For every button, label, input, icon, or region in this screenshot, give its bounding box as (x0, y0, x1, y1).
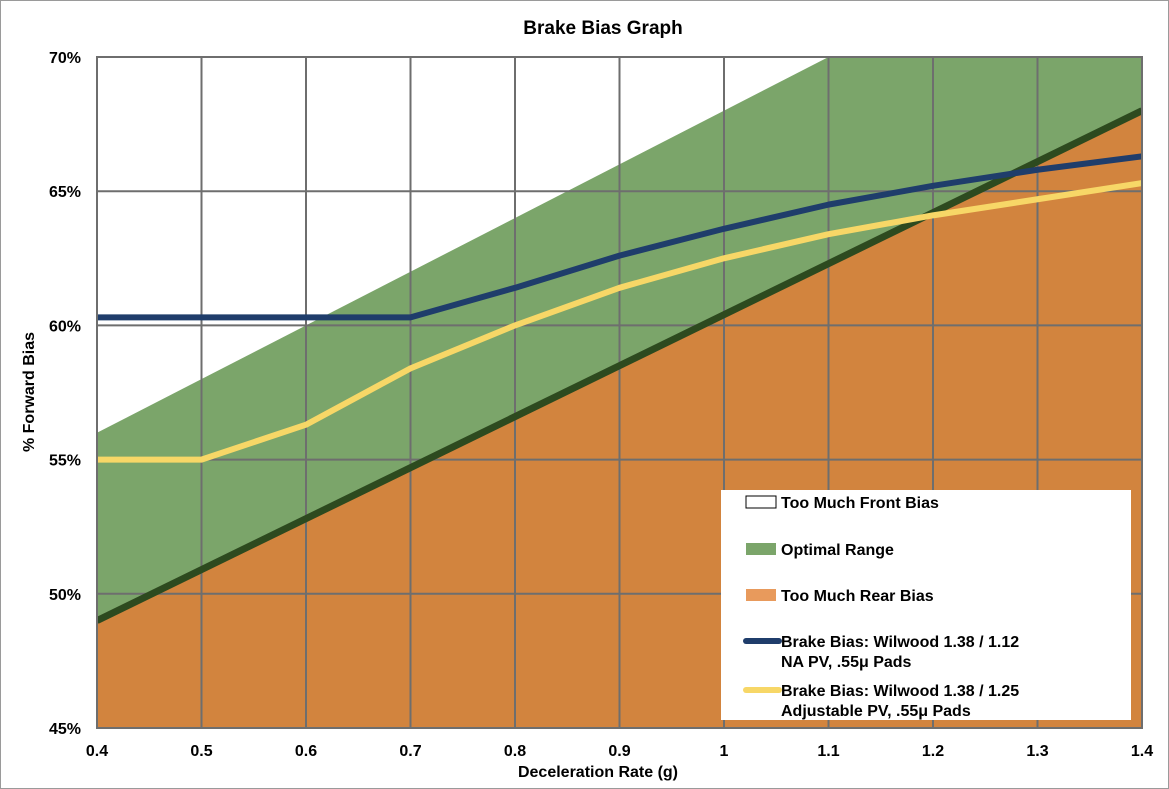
chart-title: Brake Bias Graph (523, 18, 682, 39)
y-tick-label: 50% (49, 587, 81, 604)
legend-label: NA PV, .55μ Pads (781, 654, 912, 671)
legend-label: Brake Bias: Wilwood 1.38 / 1.12 (781, 634, 1019, 651)
x-axis-label: Deceleration Rate (g) (518, 764, 678, 781)
y-axis-label: % Forward Bias (21, 332, 38, 452)
legend-box (721, 490, 1131, 720)
legend: Too Much Front Bias Optimal Range Too Much… (721, 490, 1131, 720)
legend-label: Adjustable PV, .55μ Pads (781, 703, 971, 720)
legend-swatch (746, 543, 776, 555)
x-tick-label: 1 (720, 743, 729, 760)
legend-swatch (745, 495, 777, 509)
y-tick-label: 45% (49, 721, 81, 738)
x-tick-label: 1.3 (1026, 743, 1048, 760)
series-line-2 (97, 180, 1142, 463)
legend-swatch (746, 589, 776, 601)
x-tick-label: 0.9 (608, 743, 630, 760)
y-tick-label: 65% (49, 184, 81, 201)
axes: 0.4 0.5 0.6 0.7 0.8 0.9 1 1.1 1.2 1.3 1.4 45% 50% 55%… (49, 50, 1153, 760)
legend-label: Brake Bias: Wilwood 1.38 / 1.25 (781, 683, 1019, 700)
y-tick-label: 55% (49, 453, 81, 470)
y-tick-label: 70% (49, 50, 81, 67)
legend-label: Too Much Front Bias (781, 495, 939, 512)
x-tick-label: 1.1 (817, 743, 839, 760)
x-tick-label: 0.5 (190, 743, 212, 760)
plot-border (96, 56, 1143, 729)
x-tick-label: 0.4 (86, 743, 108, 760)
legend-label: Optimal Range (781, 542, 894, 559)
x-tick-label: 0.6 (295, 743, 317, 760)
y-tick-label: 60% (49, 318, 81, 335)
optimal-lower-boundary-line (97, 107, 1142, 624)
x-tick-label: 1.4 (1131, 743, 1153, 760)
x-tick-label: 1.2 (922, 743, 944, 760)
x-tick-label: 0.8 (504, 743, 526, 760)
series-line-1 (97, 153, 1142, 321)
legend-label: Too Much Rear Bias (781, 588, 934, 605)
x-tick-label: 0.7 (399, 743, 421, 760)
